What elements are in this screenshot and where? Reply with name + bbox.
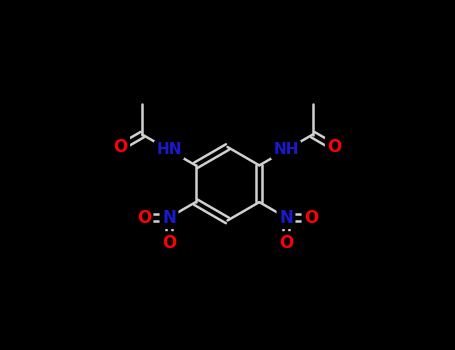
Text: O: O [136, 209, 151, 226]
Text: HN: HN [156, 142, 182, 158]
Text: O: O [279, 234, 293, 252]
Text: N: N [279, 209, 293, 226]
Text: N: N [162, 209, 176, 226]
Text: NH: NH [273, 142, 299, 158]
Text: O: O [327, 138, 342, 156]
Text: O: O [162, 234, 176, 252]
Text: O: O [113, 138, 128, 156]
Text: O: O [304, 209, 318, 226]
